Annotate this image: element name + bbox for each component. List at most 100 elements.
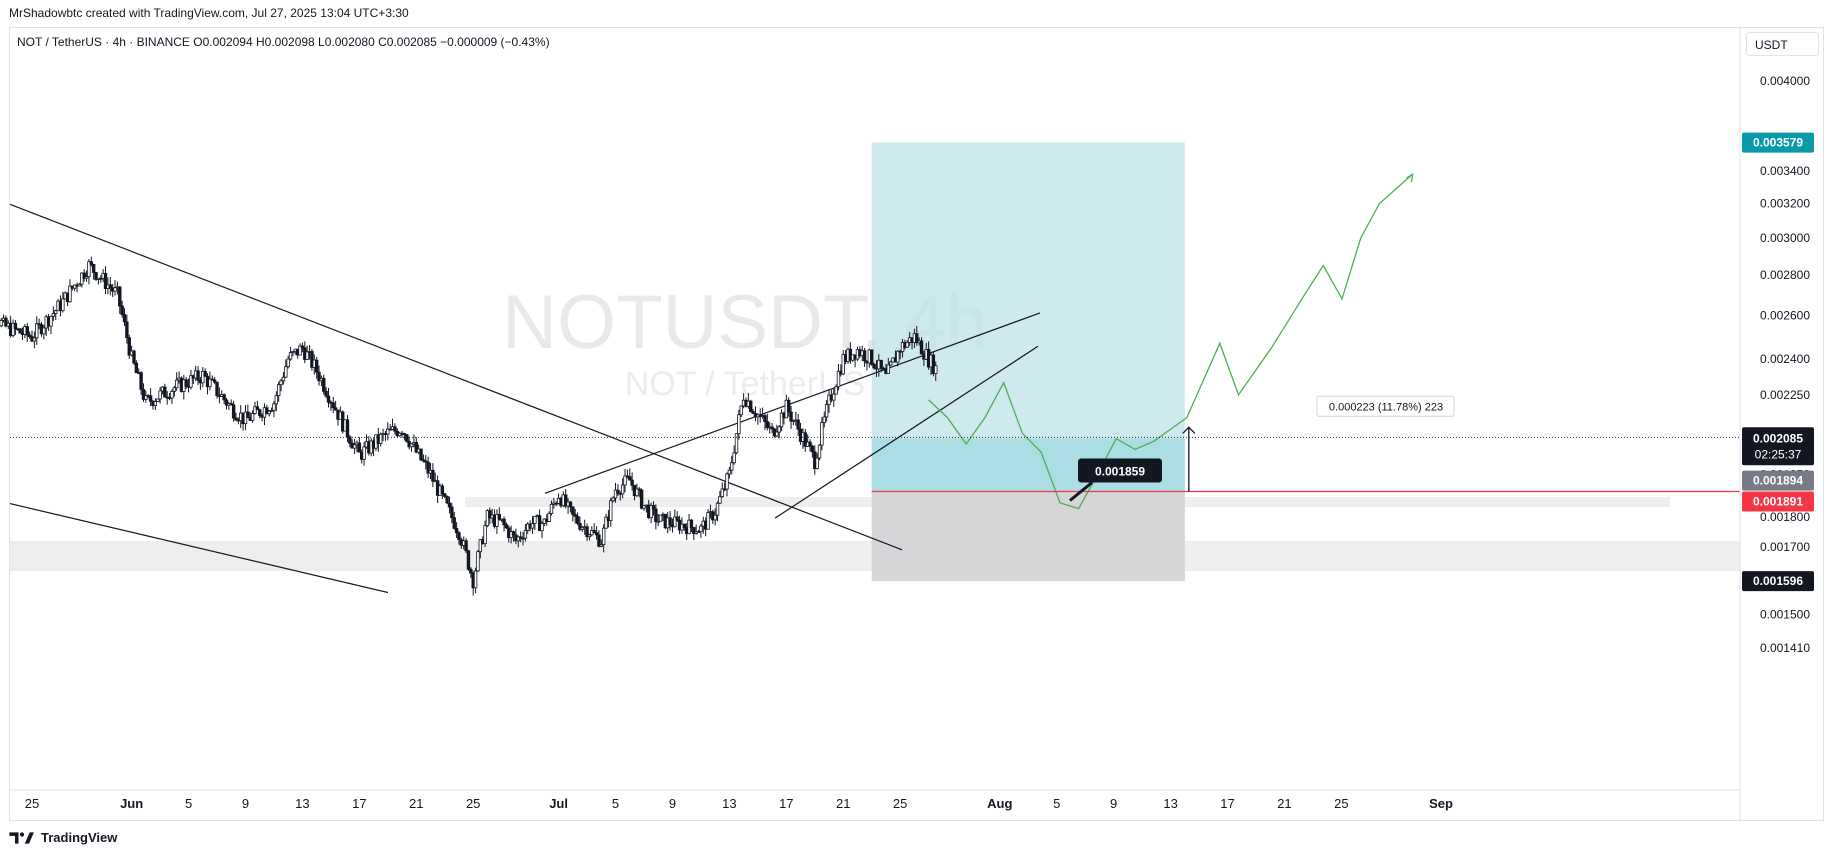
candle-body [172,387,177,392]
tradingview-logo-icon [9,831,34,844]
time-tick-label: 5 [612,796,619,811]
candle-body [808,441,812,447]
candle-body [314,359,319,373]
candle-body [469,568,473,574]
candle-body [604,516,608,529]
candle-body [713,514,717,521]
candle-body [905,342,909,348]
price-tick-label: 0.001500 [1760,608,1810,622]
price-tick-label: 0.002250 [1760,388,1810,402]
candle-body [153,401,158,407]
candle-body [504,524,509,529]
currency-button[interactable]: USDT [1746,32,1819,56]
candle-body [222,394,226,401]
candle-body [870,349,874,365]
candle-body [862,350,867,362]
price-tick-label: 0.001410 [1760,641,1810,655]
candle-body [170,390,174,399]
entry-callout-box[interactable] [1078,458,1162,483]
candle-body [639,489,644,509]
stop-zone[interactable] [871,491,1185,582]
projection-path[interactable] [928,173,1413,510]
candle-body [919,340,924,355]
candle-body [810,445,815,453]
price-tick-label: 0.003000 [1760,231,1810,245]
candle-body [132,350,136,364]
candle-body [450,506,454,519]
time-tick-label: 25 [466,796,480,811]
candle-body [931,354,936,374]
candle-body [727,469,732,475]
time-tick-label: 25 [893,796,907,811]
candle-body [530,523,535,529]
candle-body [445,495,449,504]
created-by-text: MrShadowbtc created with TradingView.com… [9,6,409,20]
time-tick-label: 17 [1220,796,1234,811]
trendline-1[interactable] [9,203,903,551]
candle-body [300,345,305,349]
candle-body [473,570,478,589]
candle-body [148,395,153,402]
trendline-3[interactable] [544,312,1041,494]
price-tick-label: 0.003400 [1760,164,1810,178]
trendline-4[interactable] [774,345,1039,519]
candle-body [103,272,108,289]
price-tick-label: 0.002400 [1760,352,1810,366]
candle-body [113,287,117,292]
candle-body [564,494,568,507]
time-tick-label: 5 [1053,796,1060,811]
candle-body [675,516,679,521]
candle-body [575,515,580,524]
candle-body [203,371,207,377]
candle-body [692,527,696,535]
candle-body [502,518,506,526]
candle-body [378,433,383,444]
time-tick-label: 9 [669,796,676,811]
symbol-info[interactable]: NOT / TetherUS · 4h · BINANCE O0.002094 … [17,35,550,49]
candle-body [447,502,452,508]
candle-body [568,501,573,508]
candle-body [533,515,537,524]
price-label-4: 0.001596 [1753,574,1803,588]
candle-body [4,317,8,327]
tradingview-brand[interactable]: TradingView [9,830,117,845]
candle-body [511,531,516,536]
candle-body [108,284,112,289]
trendline-2[interactable] [9,503,389,594]
candle-body [120,305,124,315]
candle-body [284,366,288,378]
candle-body [122,314,127,323]
candle-body [637,488,641,491]
candle-body [331,402,335,409]
candle-body [751,411,755,414]
candle-body [265,407,269,415]
candle-body [483,525,487,545]
candle-body [224,399,229,406]
candle-body [424,460,428,463]
candle-body [272,403,276,411]
time-tick-label: 25 [1334,796,1348,811]
candle-body [651,505,656,510]
measure-label-box [1316,395,1455,417]
candle-body [158,390,162,400]
candle-body [777,426,781,433]
candle-body [409,443,414,448]
candle-body [696,531,701,534]
candle-body [739,405,743,416]
candle-body [518,536,523,539]
time-tick-label: 17 [352,796,366,811]
candle-body [231,404,236,419]
candle-body [35,323,39,339]
candle-body [317,371,321,382]
candle-body [357,442,362,453]
candle-body [18,328,22,334]
candle-body [832,393,836,401]
candle-body [196,370,200,381]
candle-body [836,370,841,388]
candle-body [82,272,86,279]
candle-body [934,365,938,374]
candle-body [419,448,423,461]
candle-body [144,395,148,400]
time-tick-label: 5 [185,796,192,811]
